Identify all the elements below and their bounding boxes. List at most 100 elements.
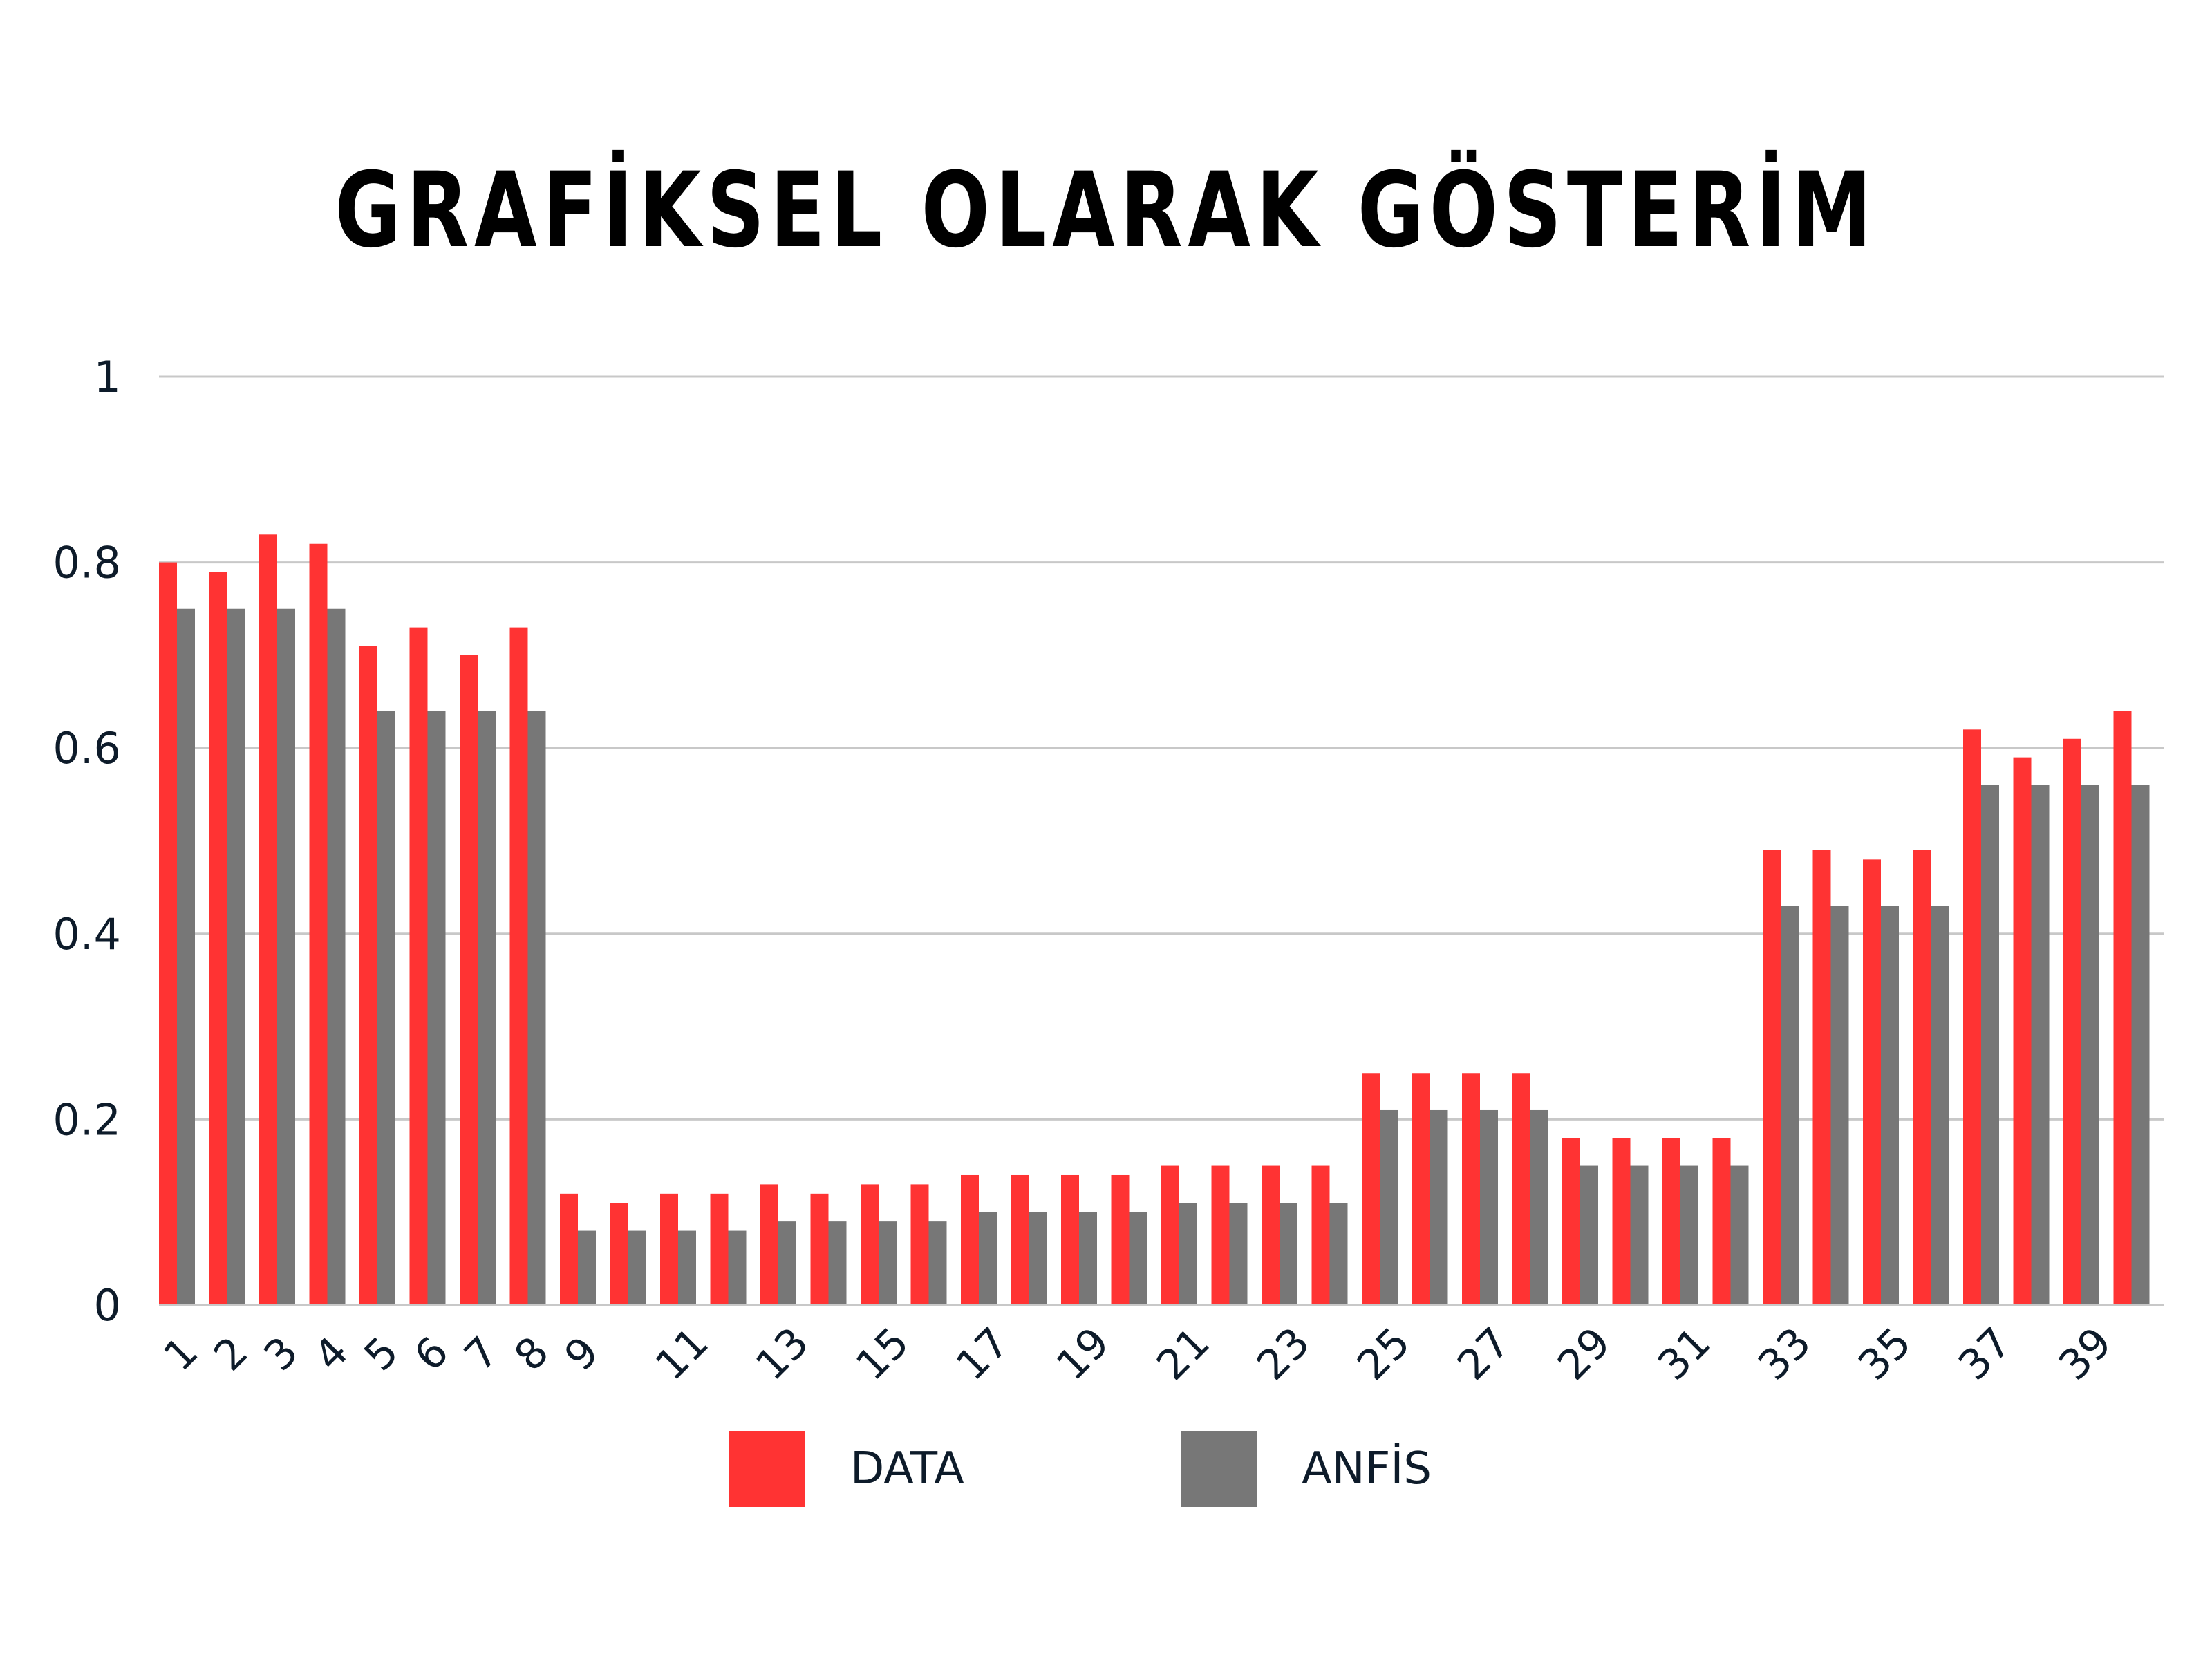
- bar-data-13: [760, 1184, 778, 1305]
- bar-anfis-17: [979, 1212, 997, 1305]
- bar-anfis-2: [227, 608, 245, 1305]
- bar-anfis-12: [728, 1230, 747, 1305]
- bar-data-3: [259, 534, 277, 1305]
- y-tick-label: 1: [94, 352, 121, 402]
- bar-data-32: [1712, 1138, 1731, 1305]
- bar-anfis-38: [2031, 785, 2050, 1305]
- y-tick-label: 0.6: [53, 723, 121, 774]
- bar-data-22: [1211, 1165, 1230, 1305]
- bar-anfis-34: [1830, 906, 1849, 1305]
- bar-anfis-5: [377, 711, 395, 1305]
- bar-data-30: [1612, 1138, 1631, 1305]
- x-tick-label: 19: [1047, 1318, 1118, 1389]
- y-tick-label: 0.8: [53, 538, 121, 588]
- bar-data-18: [1011, 1174, 1029, 1305]
- bar-anfis-14: [828, 1221, 847, 1305]
- bar-data-8: [509, 627, 528, 1305]
- x-tick-label: 13: [747, 1318, 818, 1389]
- bar-anfis-32: [1730, 1165, 1749, 1305]
- x-tick-label: 8: [505, 1328, 559, 1381]
- bar-anfis-4: [327, 608, 346, 1305]
- bar-data-37: [1963, 729, 1981, 1305]
- bar-data-29: [1562, 1138, 1580, 1305]
- y-tick-label: 0.2: [53, 1094, 121, 1145]
- legend-label-anfis: ANFİS: [1302, 1443, 1432, 1494]
- bar-anfis-18: [1029, 1212, 1047, 1305]
- bar-anfis-22: [1229, 1203, 1248, 1305]
- bar-anfis-26: [1430, 1109, 1448, 1305]
- bar-data-33: [1763, 850, 1781, 1305]
- bar-data-20: [1111, 1174, 1130, 1305]
- y-tick-label: 0: [94, 1280, 121, 1331]
- bar-data-9: [560, 1193, 578, 1305]
- x-tick-label: 35: [1849, 1318, 1920, 1389]
- bar-anfis-24: [1329, 1203, 1348, 1305]
- bar-data-1: [159, 562, 177, 1305]
- bar-anfis-15: [879, 1221, 897, 1305]
- bar-anfis-33: [1781, 906, 1799, 1305]
- bar-anfis-25: [1380, 1109, 1398, 1305]
- x-tick-label: 9: [556, 1328, 609, 1381]
- x-tick-label: 7: [456, 1328, 509, 1381]
- x-tick-label: 39: [2050, 1318, 2121, 1389]
- chart-title: GRAFİKSEL OLARAK GÖSTERİM: [335, 151, 1877, 271]
- bar-anfis-29: [1580, 1165, 1598, 1305]
- y-axis-ticks: 0 0.2 0.4 0.6 0.8 1: [53, 352, 121, 1331]
- bar-data-23: [1262, 1165, 1280, 1305]
- bar-data-35: [1863, 859, 1881, 1305]
- legend-label-data: DATA: [850, 1443, 964, 1494]
- bar-data-17: [961, 1174, 979, 1305]
- x-tick-label: 4: [305, 1328, 358, 1381]
- y-tick-label: 0.4: [53, 909, 121, 959]
- bar-data-16: [910, 1184, 929, 1305]
- bar-data-27: [1462, 1073, 1480, 1305]
- bar-data-10: [610, 1203, 628, 1305]
- bar-data-38: [2013, 757, 2032, 1305]
- bar-anfis-23: [1280, 1203, 1297, 1305]
- bar-anfis-16: [928, 1221, 947, 1305]
- x-tick-label: 21: [1147, 1318, 1219, 1389]
- bar-data-6: [409, 627, 428, 1305]
- bar-anfis-8: [527, 711, 546, 1305]
- bar-anfis-20: [1129, 1212, 1147, 1305]
- bar-anfis-21: [1179, 1203, 1197, 1305]
- bar-data-25: [1362, 1073, 1380, 1305]
- bar-anfis-7: [478, 711, 496, 1305]
- bar-anfis-40: [2131, 785, 2150, 1305]
- x-tick-label: 11: [646, 1318, 718, 1389]
- bar-anfis-1: [177, 608, 195, 1305]
- legend-item-anfis: ANFİS: [1181, 1431, 1432, 1507]
- bar-data-7: [460, 655, 478, 1305]
- x-tick-label: 3: [255, 1328, 308, 1381]
- bar-anfis-30: [1630, 1165, 1649, 1305]
- bar-anfis-36: [1931, 906, 1949, 1305]
- bar-data-21: [1161, 1165, 1179, 1305]
- x-tick-label: 27: [1448, 1318, 1519, 1389]
- bar-data-36: [1913, 850, 1931, 1305]
- x-tick-label: 6: [405, 1328, 458, 1381]
- bar-anfis-19: [1079, 1212, 1097, 1305]
- x-tick-label: 33: [1749, 1318, 1820, 1389]
- bar-data-15: [861, 1184, 879, 1305]
- x-tick-label: 15: [847, 1318, 918, 1389]
- bars: [159, 534, 2150, 1305]
- bar-anfis-31: [1680, 1165, 1698, 1305]
- bar-anfis-28: [1530, 1109, 1548, 1305]
- x-tick-label: 23: [1248, 1318, 1319, 1389]
- bar-data-5: [359, 646, 377, 1305]
- bar-data-34: [1812, 850, 1831, 1305]
- bar-anfis-6: [427, 711, 446, 1305]
- bar-data-2: [209, 572, 227, 1305]
- bar-anfis-37: [1981, 785, 1999, 1305]
- bar-anfis-11: [678, 1230, 696, 1305]
- bar-anfis-27: [1480, 1109, 1498, 1305]
- bar-data-19: [1061, 1174, 1079, 1305]
- x-tick-label: 1: [155, 1328, 208, 1381]
- x-tick-label: 31: [1649, 1318, 1720, 1389]
- x-tick-label: 5: [355, 1328, 409, 1381]
- bar-data-39: [2063, 738, 2081, 1305]
- x-tick-label: 2: [205, 1328, 258, 1381]
- bar-anfis-3: [277, 608, 295, 1305]
